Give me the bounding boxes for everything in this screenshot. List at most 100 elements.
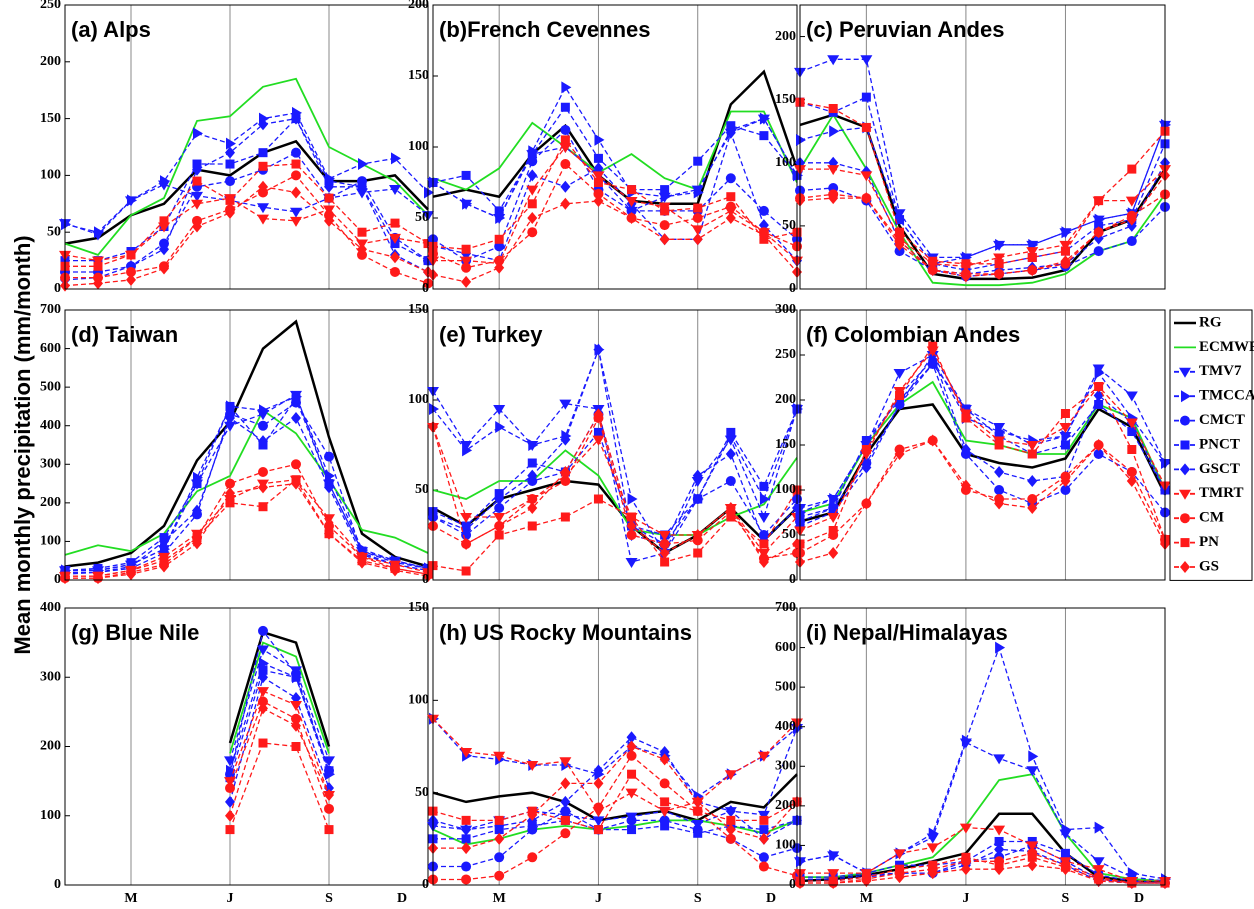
marker: [726, 815, 736, 825]
series-line: [432, 347, 798, 545]
plot-frame: [432, 607, 798, 886]
panel-title: (h) US Rocky Mountains: [439, 620, 692, 645]
series-line: [65, 478, 429, 577]
marker: [659, 233, 670, 246]
y-tick-label: 0: [789, 572, 796, 587]
marker: [560, 815, 570, 825]
y-tick-label: 100: [775, 482, 796, 497]
x-tick-label: S: [325, 891, 333, 906]
marker: [961, 413, 971, 423]
series-line: [432, 347, 798, 555]
marker: [225, 412, 235, 424]
series-line: [432, 69, 799, 206]
marker: [192, 479, 202, 489]
marker: [461, 170, 471, 180]
series-line: [229, 690, 330, 796]
series-line: [229, 648, 330, 761]
legend-label: ECMWF: [1199, 339, 1254, 355]
legend-label: RG: [1199, 314, 1222, 330]
marker: [1125, 391, 1138, 402]
series-line: [65, 174, 429, 284]
marker: [660, 185, 670, 195]
y-tick-label: 150: [408, 600, 429, 615]
series-line: [432, 819, 798, 846]
series-line: [229, 669, 330, 778]
marker: [926, 843, 939, 854]
marker: [626, 750, 637, 761]
series-line: [65, 393, 429, 572]
marker: [759, 825, 769, 835]
marker: [461, 275, 472, 288]
marker: [995, 238, 1006, 251]
marker: [1059, 240, 1072, 251]
marker: [461, 538, 472, 550]
y-tick-label: 400: [40, 418, 61, 433]
marker: [460, 441, 473, 451]
series-line: [800, 162, 1166, 275]
y-tick-label: 0: [422, 281, 429, 296]
marker: [323, 514, 335, 525]
marker: [626, 212, 637, 224]
marker: [1127, 427, 1137, 436]
y-tick-label: 100: [408, 693, 429, 708]
marker: [693, 156, 703, 166]
series-line: [799, 101, 1166, 265]
marker: [693, 186, 704, 199]
marker: [1126, 475, 1137, 487]
series-line: [432, 110, 798, 191]
marker: [291, 459, 301, 470]
marker: [893, 369, 906, 379]
marker: [528, 439, 539, 451]
marker: [527, 494, 538, 504]
marker: [960, 863, 971, 876]
series-line: [432, 736, 798, 840]
marker: [560, 159, 571, 170]
marker: [1027, 852, 1037, 862]
marker: [1094, 382, 1104, 391]
series-line: [433, 745, 798, 849]
marker: [461, 861, 472, 872]
marker: [1093, 875, 1104, 888]
marker: [828, 526, 838, 535]
y-tick-label: 100: [40, 808, 61, 823]
marker: [527, 852, 538, 863]
marker: [894, 238, 905, 251]
series-line: [64, 408, 429, 556]
series-line: [432, 718, 798, 798]
marker: [593, 777, 604, 790]
marker: [928, 827, 939, 840]
marker: [290, 207, 302, 218]
marker: [493, 405, 506, 415]
marker: [626, 530, 637, 540]
marker: [927, 264, 938, 277]
marker: [593, 178, 603, 187]
marker: [692, 233, 703, 246]
marker: [258, 665, 268, 675]
marker: [324, 803, 334, 814]
marker: [660, 797, 670, 807]
marker: [390, 266, 400, 277]
marker: [1027, 502, 1038, 514]
marker: [127, 194, 137, 207]
marker: [1180, 513, 1190, 524]
series-line: [433, 819, 798, 840]
marker: [291, 112, 301, 125]
marker: [860, 171, 873, 182]
marker: [527, 156, 538, 167]
marker: [927, 434, 938, 447]
y-tick-label: 100: [40, 534, 61, 549]
marker: [625, 196, 638, 207]
marker: [1060, 848, 1070, 858]
marker: [1126, 219, 1137, 232]
x-tick-label: S: [1062, 891, 1070, 906]
marker: [894, 448, 905, 460]
marker: [994, 431, 1004, 441]
series-line: [800, 856, 1165, 884]
marker: [757, 751, 770, 762]
marker: [660, 206, 670, 216]
marker: [257, 214, 269, 225]
marker: [691, 225, 704, 236]
marker: [191, 199, 203, 210]
marker: [126, 250, 136, 260]
plot-frame: [799, 607, 1166, 886]
